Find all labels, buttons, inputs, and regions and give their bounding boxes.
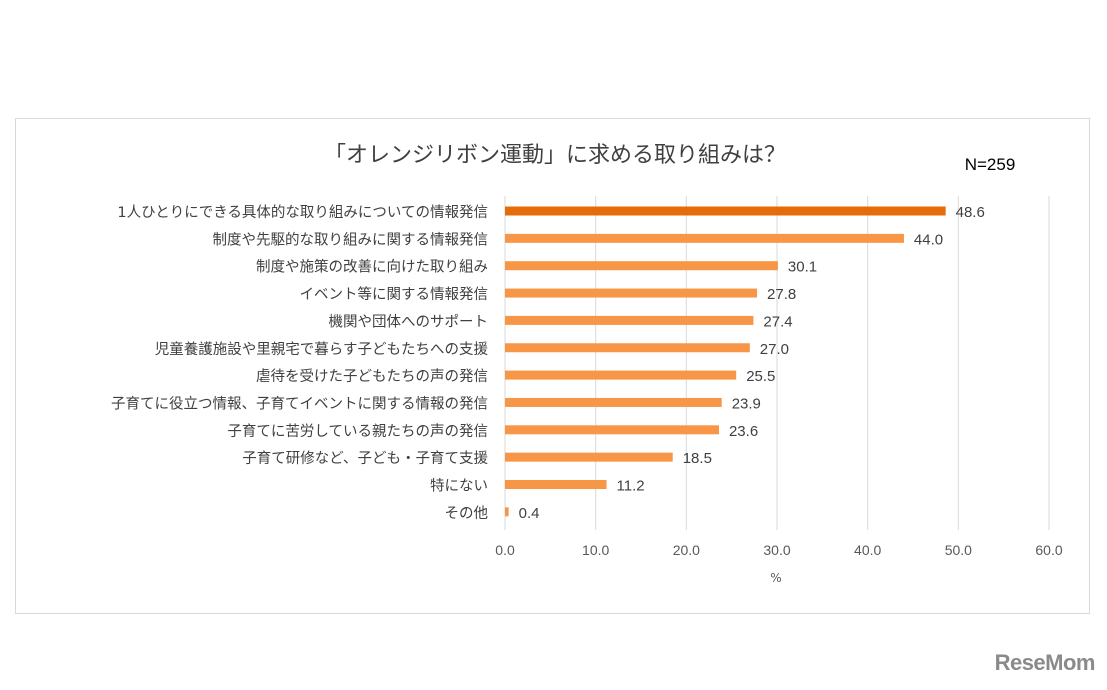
category-label: イベント等に関する情報発信 xyxy=(300,285,489,303)
resemom-logo: ReseMom xyxy=(994,650,1096,675)
x-tick-label: 60.0 xyxy=(1035,542,1062,558)
x-tick-label: 10.0 xyxy=(582,542,609,558)
bar xyxy=(505,507,509,517)
category-label: 虐待を受けた子どもたちの声の発信 xyxy=(256,367,488,385)
x-tick-label: 40.0 xyxy=(854,542,881,558)
bar xyxy=(505,233,904,243)
category-label: 児童養護施設や里親宅で暮らす子どもたちへの支援 xyxy=(155,340,489,358)
x-tick-label: 50.0 xyxy=(945,542,972,558)
data-label: 23.6 xyxy=(729,423,758,440)
category-label: 機関や団体へのサポート xyxy=(329,313,489,330)
data-label: 18.5 xyxy=(683,450,712,467)
category-label: 子育てに役立つ情報、子育てイベントに関する情報の発信 xyxy=(111,395,488,412)
bar xyxy=(505,480,607,489)
category-label: 子育て研修など、子ども・子育て支援 xyxy=(242,450,488,467)
bar xyxy=(505,370,737,380)
category-label: 制度や施策の改善に向けた取り組み xyxy=(256,259,488,276)
bar xyxy=(505,425,719,435)
category-label: 特にない xyxy=(430,478,488,495)
x-tick-label: 30.0 xyxy=(763,542,790,558)
bar xyxy=(505,288,758,298)
category-label: 制度や先駆的な取り組みに関する情報発信 xyxy=(213,231,489,248)
bar xyxy=(505,315,754,325)
data-label: 27.0 xyxy=(760,341,789,358)
category-label: その他 xyxy=(445,505,489,522)
data-label: 27.4 xyxy=(763,313,792,330)
bar xyxy=(505,397,722,407)
data-label: 23.9 xyxy=(732,395,761,412)
data-label: 48.6 xyxy=(956,204,985,221)
x-tick-label: 0.0 xyxy=(495,542,515,558)
chart-title: 「オレンジリボン運動」に求める取り組みは？ xyxy=(324,143,786,168)
data-label: 44.0 xyxy=(914,231,943,248)
category-label: 1人ひとりにできる具体的な取り組みについての情報発信 xyxy=(117,204,488,221)
x-tick-label: 20.0 xyxy=(673,542,700,558)
data-label: 0.4 xyxy=(519,505,540,522)
bar xyxy=(505,452,673,462)
data-label: 11.2 xyxy=(617,478,645,495)
chart-frame xyxy=(15,118,1090,614)
bar xyxy=(505,261,778,271)
category-label: 子育てに苦労している親たちの声の発信 xyxy=(227,422,488,440)
x-axis-label: % xyxy=(770,571,781,585)
data-label: 25.5 xyxy=(746,368,775,385)
data-label: 30.1 xyxy=(788,259,817,276)
bar xyxy=(505,206,946,216)
sample-size-annotation: N=259 xyxy=(965,155,1016,174)
data-label: 27.8 xyxy=(767,286,796,303)
bar xyxy=(505,343,750,353)
